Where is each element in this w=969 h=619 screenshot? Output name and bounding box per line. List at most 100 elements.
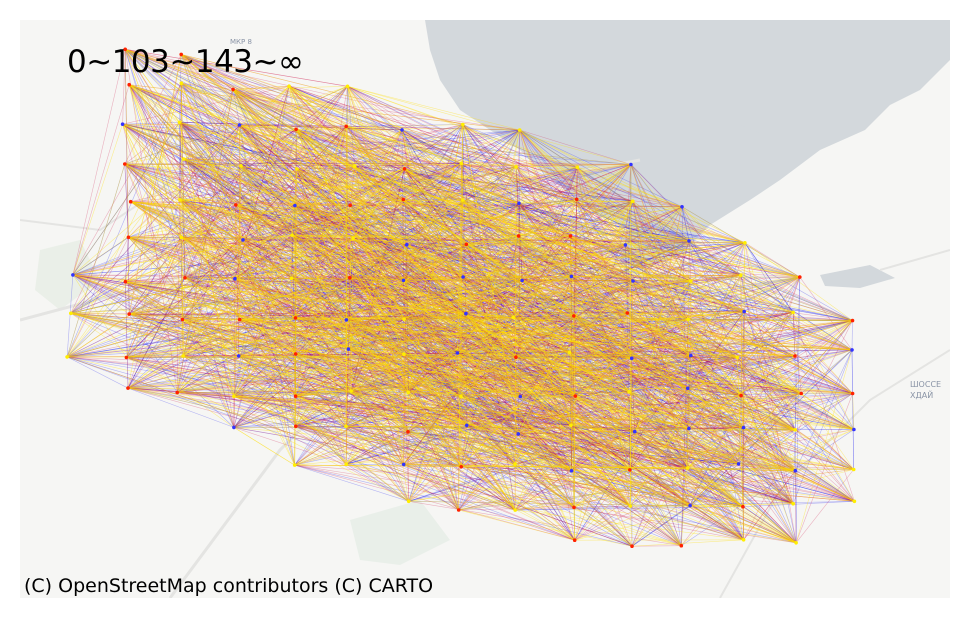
network-edge (124, 124, 240, 165)
network-edge (403, 354, 516, 511)
network-node (401, 462, 406, 467)
network-edge (349, 277, 634, 282)
network-node (513, 462, 517, 467)
network-node (520, 278, 524, 283)
network-edge (294, 205, 796, 431)
network-edge (348, 280, 523, 350)
network-edge (296, 168, 796, 357)
network-edge (296, 168, 405, 320)
network-edge (70, 199, 577, 314)
network-edge (576, 199, 689, 320)
network-node (179, 235, 183, 239)
network-edge (688, 240, 692, 281)
map-attribution[interactable]: (C) OpenStreetMap contributors (C) CARTO (24, 575, 434, 597)
network-edge (401, 129, 575, 508)
network-edge (629, 311, 745, 471)
network-edge (128, 200, 633, 238)
network-edge (354, 165, 796, 357)
network-edge (294, 205, 347, 427)
network-node (178, 198, 182, 202)
network-edge (67, 356, 635, 432)
network-edge (182, 319, 409, 393)
network-edge (575, 280, 692, 397)
network-edge (181, 236, 572, 472)
network-edge (514, 391, 630, 511)
network-edge (291, 278, 794, 313)
network-edge (520, 357, 738, 397)
network-edge (130, 166, 517, 202)
network-edge (407, 235, 519, 432)
network-edge (122, 123, 350, 279)
network-node (741, 425, 746, 430)
network-edge (179, 83, 182, 200)
network-edge (403, 199, 571, 237)
network-edge (345, 393, 802, 427)
network-edge (294, 205, 742, 396)
network-edge (179, 199, 293, 236)
network-edge (124, 163, 738, 358)
network-edge (233, 163, 462, 428)
network-edge (181, 236, 690, 242)
network-edge (295, 276, 464, 397)
network-edge (239, 124, 516, 511)
network-node (459, 161, 464, 166)
map-frame[interactable]: МКР 8 ШОССЕ ХДАЙ (20, 20, 950, 598)
network-edge (177, 206, 683, 393)
network-edge (465, 280, 634, 314)
network-edge (235, 204, 688, 469)
network-edge (574, 320, 853, 541)
network-edge (239, 319, 409, 393)
network-edge (127, 387, 689, 429)
network-edge (408, 235, 571, 393)
network-edge (570, 391, 630, 426)
network-edge (66, 129, 520, 358)
network-edge (401, 129, 689, 320)
network-edge (72, 274, 576, 397)
network-edge (573, 505, 631, 508)
network-edge (576, 199, 628, 314)
network-edge (129, 313, 296, 319)
network-edge (295, 129, 298, 170)
network-edge (465, 311, 745, 315)
network-edge (67, 276, 572, 358)
network-node (628, 468, 632, 472)
network-edge (403, 464, 797, 544)
network-edge (184, 86, 290, 278)
network-edge (461, 466, 855, 502)
network-edge (129, 84, 351, 206)
network-edge (235, 204, 794, 504)
network-edge (345, 425, 854, 430)
network-edge (688, 276, 801, 429)
network-edge (352, 237, 738, 358)
road (20, 158, 641, 322)
network-edge (127, 280, 404, 389)
network-edge (461, 163, 572, 426)
network-edge (233, 427, 575, 541)
network-edge (240, 129, 520, 167)
network-edge (520, 276, 800, 397)
network-edge (571, 276, 688, 389)
network-edge (239, 168, 405, 320)
network-edge (354, 165, 688, 389)
network-edge (354, 165, 738, 358)
network-edge (124, 163, 462, 165)
network-edge (457, 352, 744, 541)
network-edge (122, 124, 352, 392)
network-edge (347, 86, 794, 313)
network-edge (345, 426, 743, 507)
map-canvas[interactable]: МКР 8 ШОССЕ ХДАЙ (20, 20, 950, 598)
network-edge (465, 313, 853, 394)
network-edge (181, 163, 462, 238)
network-node (741, 504, 745, 509)
network-edge (404, 168, 691, 282)
network-edge (291, 234, 576, 397)
network-edge (407, 431, 855, 502)
network-node (290, 233, 294, 237)
network-edge (72, 235, 571, 276)
network-edge (295, 353, 739, 465)
network-edge (179, 122, 347, 465)
network-edge (515, 166, 800, 278)
network-node (344, 462, 349, 467)
network-edge (742, 311, 745, 507)
network-edge (346, 315, 574, 321)
